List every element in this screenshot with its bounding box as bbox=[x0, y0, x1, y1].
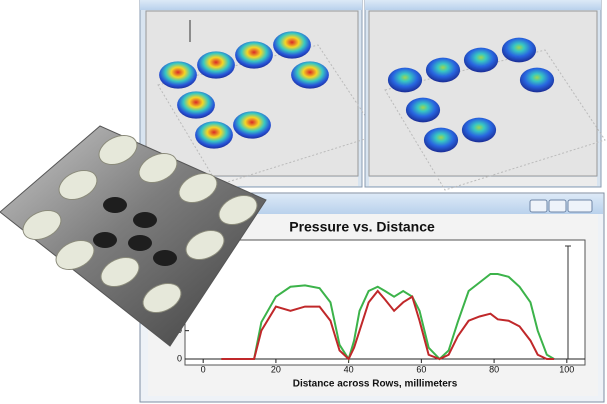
pill bbox=[218, 194, 258, 226]
minimize-button[interactable] bbox=[529, 199, 548, 213]
surface-peak bbox=[463, 47, 499, 73]
blister-pack-photo bbox=[0, 125, 267, 347]
surface-peak bbox=[197, 51, 235, 79]
surface-peak bbox=[235, 41, 273, 69]
surface-peak bbox=[159, 61, 197, 89]
x-tick-label: 60 bbox=[416, 364, 426, 374]
close-button[interactable] bbox=[567, 199, 593, 213]
surface-peak bbox=[291, 61, 329, 89]
surface-peak bbox=[387, 67, 423, 93]
pill bbox=[58, 169, 98, 201]
pill bbox=[178, 172, 218, 204]
surface-plot bbox=[384, 37, 606, 191]
x-axis-label: Distance across Rows, millimeters bbox=[293, 379, 458, 390]
x-tick-label: 100 bbox=[559, 364, 574, 374]
pill bbox=[98, 134, 138, 166]
surface-peak bbox=[233, 111, 271, 139]
x-tick-label: 20 bbox=[271, 364, 281, 374]
pill bbox=[138, 152, 178, 184]
pill bbox=[22, 209, 62, 241]
y-tick-label: 0 bbox=[177, 353, 182, 363]
pill bbox=[55, 239, 95, 271]
surface-peak bbox=[273, 31, 311, 59]
window-left bbox=[139, 0, 379, 188]
surface-peak bbox=[195, 121, 233, 149]
blister-hole bbox=[153, 250, 177, 266]
window-right bbox=[364, 0, 606, 191]
surface-peak bbox=[425, 57, 461, 83]
surface-peak bbox=[177, 91, 215, 119]
maximize-button[interactable] bbox=[548, 199, 567, 213]
plot: 02040608010001020 bbox=[172, 273, 585, 374]
pill bbox=[100, 256, 140, 288]
surface-peak bbox=[423, 127, 459, 153]
line-series bbox=[221, 289, 555, 361]
chart-title: Pressure vs. Distance bbox=[289, 219, 435, 235]
x-tick-label: 40 bbox=[344, 364, 354, 374]
blister-hole bbox=[93, 232, 117, 248]
x-tick-label: 0 bbox=[201, 364, 206, 374]
pill bbox=[142, 282, 182, 314]
pills bbox=[22, 134, 258, 314]
blister-hole bbox=[128, 235, 152, 251]
pill bbox=[185, 229, 225, 261]
blister-hole bbox=[133, 212, 157, 228]
surface-peak bbox=[405, 97, 441, 123]
line-series bbox=[221, 273, 555, 362]
blister-hole bbox=[103, 197, 127, 213]
x-tick-label: 80 bbox=[489, 364, 499, 374]
surface-peak bbox=[501, 37, 537, 63]
surface-peak bbox=[461, 117, 497, 143]
surface-peak bbox=[519, 67, 555, 93]
surface-plot bbox=[157, 31, 379, 186]
